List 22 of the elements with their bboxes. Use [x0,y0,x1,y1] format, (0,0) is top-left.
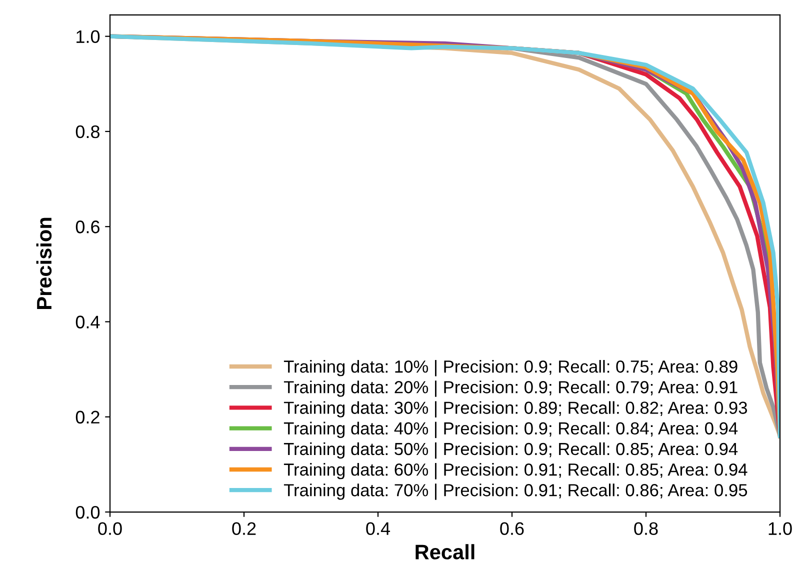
legend-label: Training data: 70% | Precision: 0.91; Recall: 0.86; Area: 0.95 [284,484,748,500]
legend-label: Training data: 40% | Precision: 0.9; Recall: 0.84; Area: 0.94 [284,422,738,438]
x-tick-label: 0.6 [500,522,524,535]
y-tick-label: 0.0 [76,506,100,519]
y-tick-label: 0.4 [76,316,100,328]
legend-label: Training data: 30% | Precision: 0.89; Recall: 0.82; Area: 0.93 [284,401,748,418]
y-axis-title: Precision [36,218,52,309]
line-series [110,34,780,438]
legend-label: Training data: 50% | Precision: 0.9; Recall: 0.85; Area: 0.94 [284,442,738,459]
legend-label: Training data: 10% | Precision: 0.9; Recall: 0.75; Area: 0.89 [284,360,738,376]
x-tick-label: 0.2 [232,522,256,535]
y-tick-label: 1.0 [76,30,100,44]
x-tick-label: 1.0 [768,522,792,535]
x-tick-label: 0.8 [634,522,658,535]
x-axis-title: Recall [416,544,474,560]
y-tick-label: 0.2 [76,410,100,424]
x-tick-label: 0.4 [366,522,390,535]
legend-label: Training data: 60% | Precision: 0.91; Recall: 0.85; Area: 0.94 [284,462,748,480]
y-tick-label: 0.6 [76,220,100,234]
x-tick-label: 0.0 [98,522,122,535]
legend-label: Training data: 20% | Precision: 0.9; Recall: 0.79; Area: 0.91 [284,380,738,397]
y-tick-label: 0.8 [76,125,100,138]
